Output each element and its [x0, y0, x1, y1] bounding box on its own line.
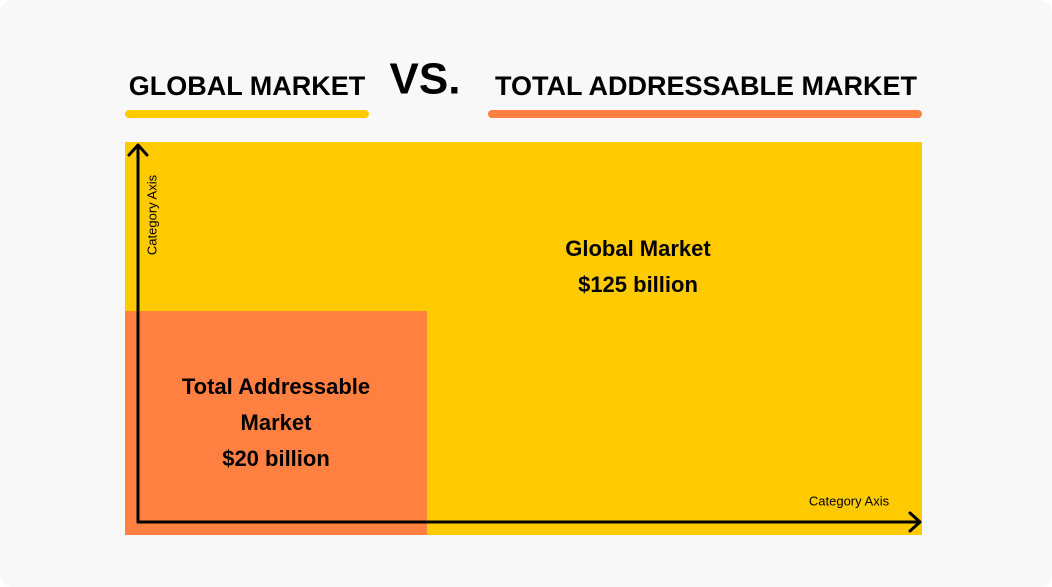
header-right: TOTAL ADDRESSABLE MARKET — [495, 71, 918, 101]
inner-label: Total Addressable — [182, 374, 370, 399]
outer-label: Global Market — [565, 236, 711, 261]
header-vs: VS. — [390, 55, 461, 104]
tam-area — [125, 311, 427, 535]
header-left: GLOBAL MARKET — [129, 71, 366, 101]
underline-right — [488, 110, 922, 118]
inner-value: $20 billion — [222, 446, 330, 471]
axes — [127, 143, 922, 533]
x-axis-label: Category Axis — [809, 493, 890, 508]
y-arrow — [127, 143, 149, 157]
y-axis-label: Category Axis — [144, 174, 159, 255]
outer-value: $125 billion — [578, 272, 698, 297]
inner-label: Market — [241, 410, 313, 435]
x-arrow — [908, 511, 922, 533]
underline-left — [125, 110, 369, 118]
